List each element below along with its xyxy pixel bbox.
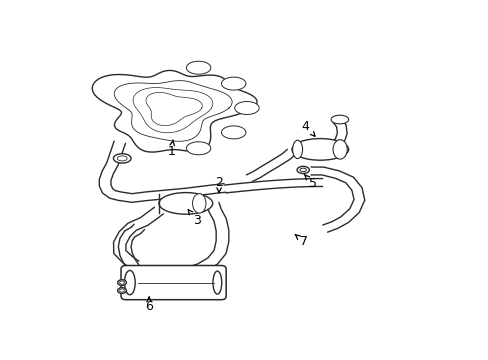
Text: 5: 5 xyxy=(304,174,316,190)
Ellipse shape xyxy=(332,140,346,159)
Text: 7: 7 xyxy=(295,234,307,248)
Polygon shape xyxy=(186,142,210,155)
Ellipse shape xyxy=(292,140,302,158)
Polygon shape xyxy=(330,115,348,124)
Text: 3: 3 xyxy=(188,210,201,227)
Text: 6: 6 xyxy=(145,297,153,313)
Ellipse shape xyxy=(299,168,305,172)
Text: 4: 4 xyxy=(301,120,314,136)
Text: 1: 1 xyxy=(167,140,175,158)
Ellipse shape xyxy=(117,280,126,285)
Polygon shape xyxy=(234,102,259,114)
Ellipse shape xyxy=(192,194,205,213)
Polygon shape xyxy=(117,156,127,161)
Ellipse shape xyxy=(159,193,212,214)
Ellipse shape xyxy=(119,281,124,284)
Ellipse shape xyxy=(119,289,124,292)
Polygon shape xyxy=(92,71,257,152)
Ellipse shape xyxy=(296,166,309,174)
FancyBboxPatch shape xyxy=(121,266,225,300)
Ellipse shape xyxy=(291,139,348,160)
Polygon shape xyxy=(113,154,131,163)
Text: 2: 2 xyxy=(215,176,223,193)
Polygon shape xyxy=(186,61,210,74)
Ellipse shape xyxy=(117,288,126,293)
Polygon shape xyxy=(221,77,245,90)
Polygon shape xyxy=(221,126,245,139)
Ellipse shape xyxy=(212,271,222,294)
Ellipse shape xyxy=(124,270,135,295)
